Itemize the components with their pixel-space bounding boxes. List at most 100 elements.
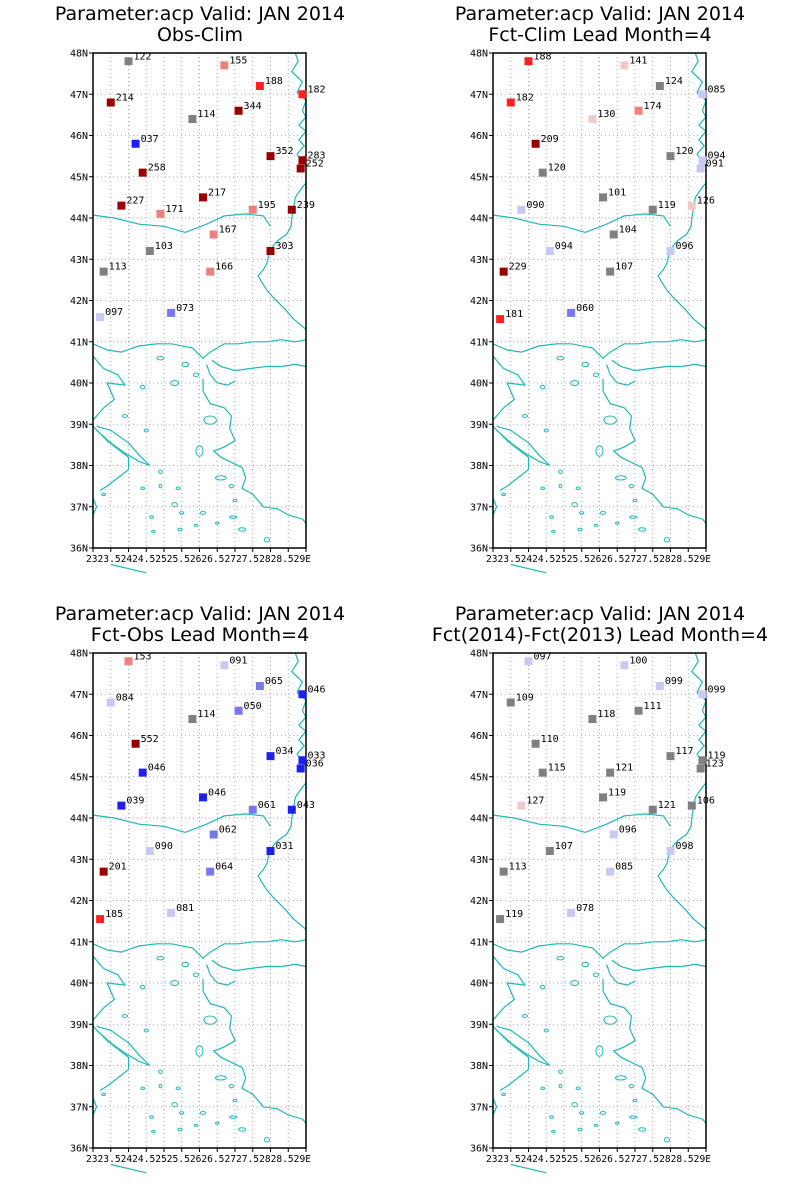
lat-tick-label: 42N	[70, 296, 88, 307]
island-outline	[192, 372, 200, 377]
station-value-label: 114	[197, 709, 215, 720]
station-value-label: 283	[307, 150, 325, 161]
island-outline	[663, 1137, 671, 1143]
station-value-label: 552	[141, 734, 159, 745]
station-value-label: 031	[276, 841, 294, 852]
coastline	[92, 1025, 130, 1091]
island-outline	[571, 502, 578, 508]
island-outline	[556, 356, 565, 361]
station-marker	[698, 690, 707, 699]
station-value-label: 110	[541, 734, 559, 745]
island-outline	[575, 486, 581, 490]
lat-tick-label: 45N	[470, 172, 488, 183]
station-marker	[499, 867, 508, 876]
lat-tick-label: 43N	[70, 855, 88, 866]
island-outline	[151, 1130, 156, 1133]
station-marker	[588, 115, 597, 123]
panel-title-line2: Fct-Clim Lead Month=4	[488, 24, 712, 46]
island-outline	[140, 486, 145, 490]
island-outline	[181, 361, 190, 368]
station-map: 36N 37N 38N 39N 40N 41N 42N 43N 44N 45N 46N 47N 48N 2…	[470, 49, 726, 574]
island-outline	[521, 414, 529, 418]
island-outline	[558, 483, 563, 489]
station-value-label: 344	[244, 101, 262, 112]
island-outline	[571, 1102, 578, 1108]
station-value-label: 100	[629, 655, 647, 666]
station-map: 36N 37N 38N 39N 40N 41N 42N 43N 44N 45N 46N 47N 48N 2…	[70, 49, 326, 574]
island-outline	[232, 498, 238, 503]
island-outline	[595, 445, 604, 457]
island-outline	[593, 523, 599, 527]
island-outline	[603, 1015, 617, 1025]
station-marker	[496, 915, 505, 924]
coastline	[96, 1025, 151, 1067]
station-marker	[266, 152, 275, 161]
station-marker	[248, 805, 257, 814]
island-outline	[577, 527, 583, 532]
island-outline	[615, 1075, 627, 1081]
coastline	[202, 378, 307, 524]
station-value-label: 091	[229, 655, 247, 666]
station-value-label: 182	[516, 93, 534, 104]
lat-tick-label: 46N	[470, 131, 488, 142]
station-marker	[609, 230, 618, 239]
station-marker	[298, 756, 307, 765]
station-value-label: 115	[548, 763, 566, 774]
panel-title-line2: Obs-Clim	[156, 24, 244, 46]
station-value-label: 094	[707, 150, 725, 161]
station-value-label: 201	[109, 862, 127, 873]
island-outline	[556, 956, 565, 961]
station-marker	[234, 106, 243, 115]
island-outline	[540, 1086, 545, 1090]
station-value-label: 098	[676, 841, 694, 852]
island-outline	[193, 1123, 199, 1127]
island-outline	[543, 428, 549, 433]
station-marker	[538, 768, 547, 777]
station-value-label: 118	[597, 709, 615, 720]
coastline	[206, 364, 236, 386]
station-marker	[545, 847, 554, 855]
station-marker	[545, 247, 554, 255]
station-value-label: 065	[265, 676, 283, 687]
station-value-label: 121	[658, 800, 676, 811]
station-marker	[188, 715, 197, 723]
station-value-label: 258	[148, 163, 166, 174]
island-outline	[539, 384, 546, 390]
island-outline	[121, 1014, 129, 1018]
station-value-label: 060	[576, 303, 594, 314]
coastline	[492, 813, 671, 834]
station-marker	[199, 193, 208, 202]
island-outline	[199, 511, 207, 515]
lat-tick-label: 47N	[470, 690, 488, 701]
island-outline	[570, 980, 580, 986]
coastline	[492, 425, 530, 491]
station-value-label: 090	[526, 200, 544, 211]
island-outline	[615, 475, 627, 481]
coastline	[211, 359, 307, 372]
lat-tick-label: 41N	[470, 937, 488, 948]
lat-tick-label: 37N	[470, 1102, 488, 1113]
station-marker	[648, 805, 657, 814]
lon-tick-labels: 2323.52424.52525.52626.52727.52828.529E	[86, 1154, 311, 1165]
station-marker	[298, 690, 307, 699]
island-outline	[501, 492, 506, 497]
island-outline	[629, 1115, 638, 1119]
station-marker	[687, 801, 696, 810]
station-marker	[248, 205, 257, 214]
island-outline	[214, 1121, 220, 1125]
island-outline	[151, 530, 156, 533]
island-outline	[121, 414, 129, 418]
station-marker	[698, 90, 707, 99]
station-value-label: 120	[676, 146, 694, 157]
station-value-label: 043	[297, 800, 315, 811]
station-value-label: 214	[116, 93, 134, 104]
coastline	[606, 964, 636, 986]
station-marker	[106, 98, 115, 107]
island-outline	[638, 527, 647, 532]
station-value-label: 034	[276, 746, 294, 757]
lat-tick-label: 45N	[70, 172, 88, 183]
station-marker	[156, 209, 165, 218]
island-outline	[229, 515, 238, 519]
station-marker	[266, 247, 275, 255]
station-marker	[506, 698, 515, 707]
